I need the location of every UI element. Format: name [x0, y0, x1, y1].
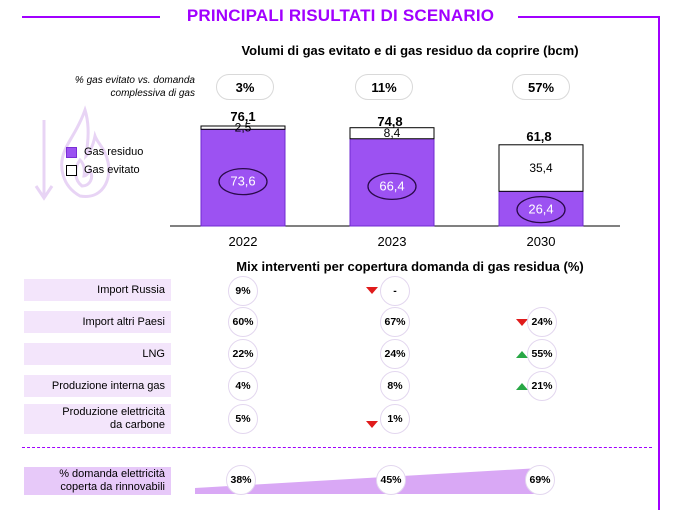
value-altri-2030: 24% — [527, 307, 557, 337]
bar-gas-evitato-2030 — [498, 144, 584, 192]
legend-gas-evitato: Gas evitato — [66, 164, 140, 176]
value-carbone-2023: 1% — [380, 404, 410, 434]
label-gas-evitato-2023: 8,4 — [384, 126, 401, 140]
row-label-import-russia: Import Russia — [24, 279, 171, 301]
value-rinnovabili-2030: 69% — [525, 465, 555, 495]
value-lng-2022: 22% — [228, 339, 258, 369]
row-label-lng: LNG — [24, 343, 171, 365]
pct-pill-2022: 3% — [216, 74, 274, 100]
label-ring-2023 — [367, 172, 417, 201]
row-label-rinnovabili: % domanda elettricità coperta da rinnova… — [24, 467, 171, 495]
legend-label-residuo: Gas residuo — [84, 146, 144, 158]
total-2022: 76,1 — [230, 109, 256, 124]
trend-down-icon — [366, 421, 378, 428]
value-lng-2030: 55% — [527, 339, 557, 369]
value-rinnovabili-2022: 38% — [226, 465, 256, 495]
trend-down-icon — [366, 287, 378, 294]
pct-pill-2023: 11% — [355, 74, 413, 100]
row-label-carbone: Produzione elettricità da carbone — [24, 404, 171, 434]
label-gas-residuo-2023: 66,4 — [379, 178, 404, 193]
value-lng-2023: 24% — [380, 339, 410, 369]
x-tick-2023: 2023 — [378, 234, 407, 249]
row-label-produzione-gas: Produzione interna gas — [24, 375, 171, 397]
pct-pill-2030: 57% — [512, 74, 570, 100]
value-russia-2022: 9% — [228, 276, 258, 306]
legend-label-evitato: Gas evitato — [84, 164, 140, 176]
bar-gas-residuo-2022 — [200, 128, 286, 227]
frame-top-right — [518, 16, 660, 18]
trend-up-icon — [516, 351, 528, 358]
label-gas-evitato-2022: 2,5 — [235, 121, 252, 135]
page-title: PRINCIPALI RISULTATI DI SCENARIO — [186, 6, 495, 25]
total-2023: 74,8 — [377, 114, 403, 129]
label-gas-evitato-2030: 35,4 — [529, 161, 553, 175]
table-title: Mix interventi per copertura domanda di … — [236, 259, 584, 274]
label-gas-residuo-2030: 26,4 — [528, 202, 553, 217]
label-ring-2030 — [516, 196, 566, 224]
value-prodgas-2023: 8% — [380, 371, 410, 401]
chart-title: Volumi di gas evitato e di gas residuo d… — [241, 43, 579, 58]
x-tick-2030: 2030 — [527, 234, 556, 249]
total-2030: 61,8 — [526, 129, 552, 144]
legend-swatch-residuo — [66, 146, 77, 158]
bar-gas-evitato-2022 — [200, 125, 286, 130]
value-rinnovabili-2023: 45% — [376, 465, 406, 495]
frame-right — [658, 16, 660, 510]
dashed-divider — [22, 447, 652, 448]
legend-gas-residuo: Gas residuo — [66, 146, 143, 158]
label-gas-residuo-2022: 73,6 — [230, 174, 255, 189]
pct-label: % gas evitato vs. domanda complessiva di… — [74, 75, 195, 99]
legend-swatch-evitato — [66, 164, 77, 176]
frame-top-left — [22, 16, 160, 18]
x-tick-2022: 2022 — [229, 234, 258, 249]
value-prodgas-2030: 21% — [527, 371, 557, 401]
bar-gas-evitato-2023 — [349, 127, 435, 140]
trend-down-icon — [516, 319, 528, 326]
trend-up-icon — [516, 383, 528, 390]
renewables-wedge — [195, 468, 540, 494]
stacked-bar-chart: 73,6 2,5 2022 66,4 8,4 2023 26,4 35,4 2030 — [170, 121, 620, 249]
label-ring-2022 — [218, 167, 268, 196]
value-russia-2023: - — [380, 276, 410, 306]
row-label-import-altri: Import altri Paesi — [24, 311, 171, 333]
value-altri-2022: 60% — [228, 307, 258, 337]
value-prodgas-2022: 4% — [228, 371, 258, 401]
flame-down-icon — [34, 105, 111, 201]
value-carbone-2022: 5% — [228, 404, 258, 434]
value-altri-2023: 67% — [380, 307, 410, 337]
